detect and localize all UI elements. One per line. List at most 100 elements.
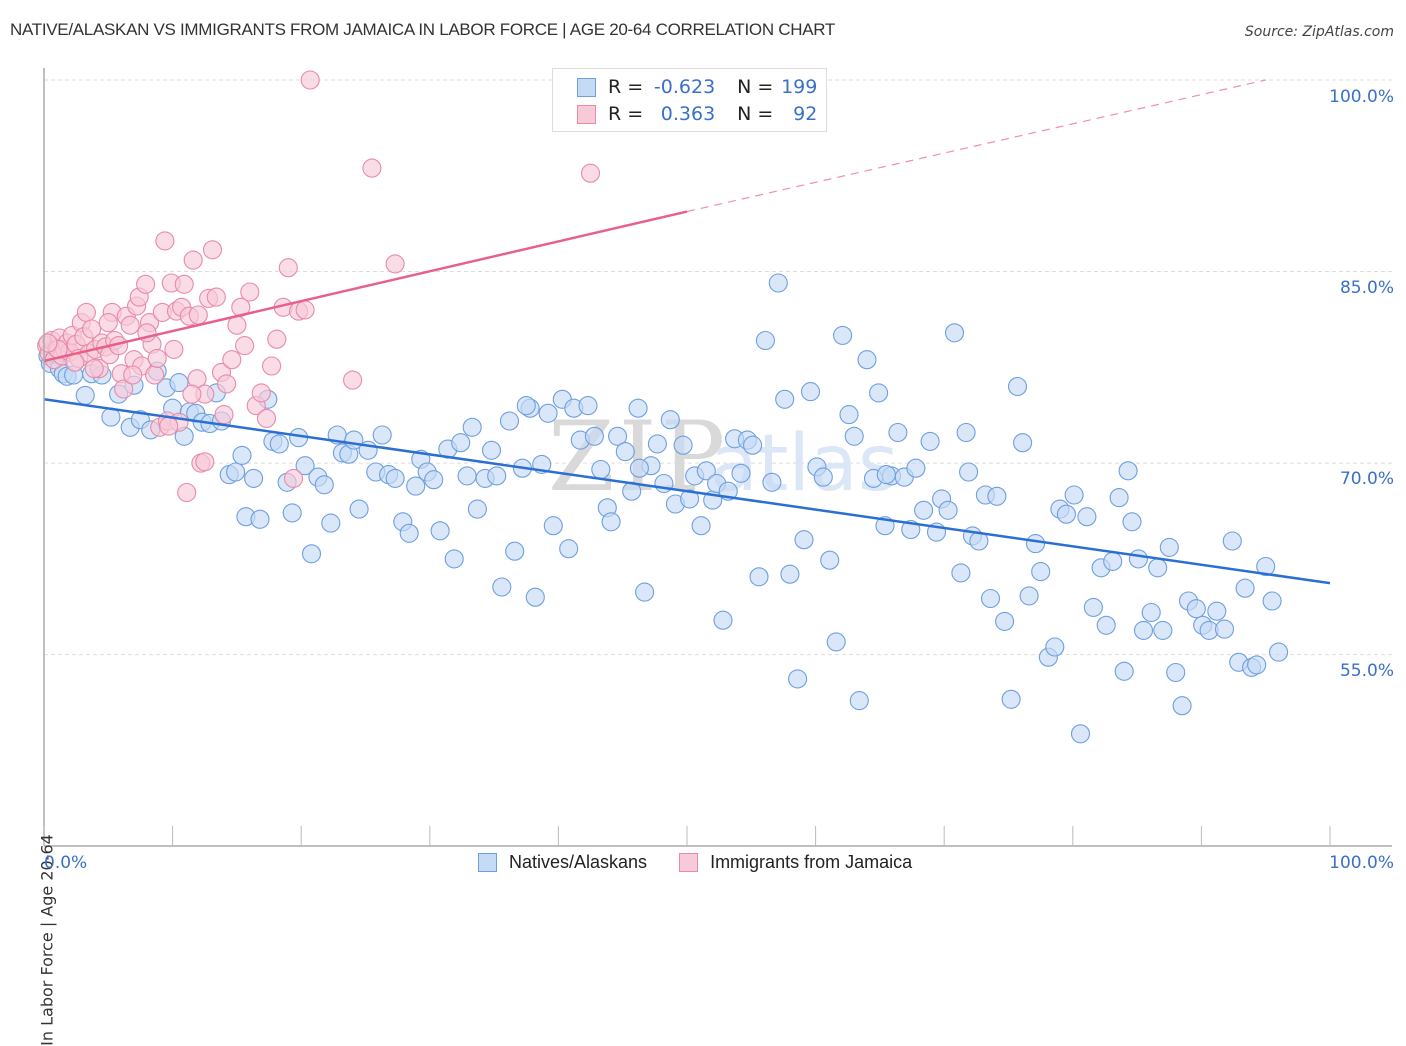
point-natives-alaskans [321,513,341,533]
point-natives-alaskans [713,610,733,630]
point-natives-alaskans [1007,376,1028,397]
point-natives-alaskans [1128,549,1148,569]
point-natives-alaskans [1064,485,1084,505]
point-natives-alaskans [487,466,507,486]
point-immigrants-jamaica [222,350,242,370]
point-natives-alaskans [244,468,264,488]
axes [43,68,1392,847]
point-natives-alaskans [467,499,487,519]
point-natives-alaskans [647,434,667,454]
point-natives-alaskans [1153,620,1173,640]
point-natives-alaskans [768,273,788,293]
point-natives-alaskans [232,445,252,465]
point-natives-alaskans [813,467,833,487]
point-natives-alaskans [250,509,270,529]
point-natives-alaskans [1122,512,1142,532]
point-natives-alaskans [1207,601,1227,621]
y-tick-label-85: 85.0% [1339,278,1394,298]
legend-swatch-blue [577,77,596,97]
point-natives-alaskans [1025,534,1046,554]
point-natives-alaskans [1001,689,1021,709]
point-natives-alaskans [629,458,649,478]
legend-swatch-pink [577,104,596,124]
point-natives-alaskans [944,323,965,343]
point-natives-alaskans [399,523,419,543]
point-immigrants-jamaica [182,384,202,404]
point-natives-alaskans [775,389,795,409]
point-natives-alaskans [1103,551,1123,571]
series-legend: Natives/Alaskans Immigrants from Jamaica [478,852,944,873]
point-natives-alaskans [1056,504,1076,524]
chart-title: NATIVE/ALASKAN VS IMMIGRANTS FROM JAMAIC… [10,20,836,39]
point-immigrants-jamaica [235,336,255,356]
stats-legend: R = -0.623 N = 199 R = 0.363 N = 92 [552,68,827,132]
point-immigrants-jamaica [295,300,315,320]
point-natives-alaskans [75,385,95,405]
series-immigrants-jamaica [37,70,601,503]
point-natives-alaskans [844,426,864,446]
point-natives-alaskans [956,422,976,443]
point-immigrants-jamaica [580,163,601,183]
point-natives-alaskans [1222,531,1242,551]
point-immigrants-jamaica [385,254,405,274]
y-tick-label-55: 55.0% [1339,661,1394,681]
point-immigrants-jamaica [206,287,226,307]
point-natives-alaskans [696,461,716,481]
legend-n-value: 199 [781,76,818,98]
point-immigrants-jamaica [188,305,208,325]
point-natives-alaskans [543,516,563,536]
point-immigrants-jamaica [159,416,179,436]
point-natives-alaskans [888,422,908,443]
point-natives-alaskans [462,417,482,437]
point-natives-alaskans [608,426,628,446]
point-natives-alaskans [635,582,655,602]
point-natives-alaskans [857,350,877,370]
point-natives-alaskans [349,499,369,519]
trend-line-jamaica-extrapolated [686,79,1266,213]
point-natives-alaskans [430,521,450,541]
legend-r-value: 0.363 [660,103,716,125]
legend-r-value: -0.623 [653,76,716,98]
point-immigrants-jamaica [214,405,234,425]
trend-line-natives [43,398,1331,585]
point-natives-alaskans [584,426,604,446]
point-natives-alaskans [1083,597,1103,617]
point-immigrants-jamaica [343,370,363,390]
trend-lines [43,79,1331,585]
point-natives-alaskans [1269,642,1289,662]
legend-r-label: R = [608,76,644,98]
point-immigrants-jamaica [267,329,287,349]
point-natives-alaskans [959,462,979,482]
point-natives-alaskans [788,669,808,689]
point-natives-alaskans [762,472,782,492]
legend-swatch-blue [478,853,497,872]
point-natives-alaskans [1235,578,1255,598]
grid-lines [44,79,1392,656]
point-natives-alaskans [505,541,525,561]
point-immigrants-jamaica [82,319,102,339]
point-immigrants-jamaica [136,274,156,294]
point-immigrants-jamaica [38,333,58,353]
point-immigrants-jamaica [256,408,277,428]
point-immigrants-jamaica [145,365,165,385]
point-immigrants-jamaica [227,315,247,335]
point-natives-alaskans [1114,661,1134,681]
point-natives-alaskans [951,563,971,583]
point-natives-alaskans [755,330,775,351]
point-immigrants-jamaica [240,282,260,302]
point-natives-alaskans [673,435,693,455]
point-natives-alaskans [800,382,821,402]
point-natives-alaskans [1141,602,1161,623]
point-natives-alaskans [406,476,426,496]
point-natives-alaskans [938,500,958,520]
point-natives-alaskans [1262,591,1282,611]
x-tick-label-max: 100.0% [1329,853,1394,873]
trend-line-jamaica [43,210,688,363]
scatter-chart: ZIP atlas [37,68,1392,847]
point-immigrants-jamaica [262,356,282,376]
point-immigrants-jamaica [147,348,167,368]
point-natives-alaskans [1148,558,1168,578]
point-natives-alaskans [794,530,814,550]
point-natives-alaskans [780,564,800,584]
point-natives-alaskans [1166,662,1186,683]
